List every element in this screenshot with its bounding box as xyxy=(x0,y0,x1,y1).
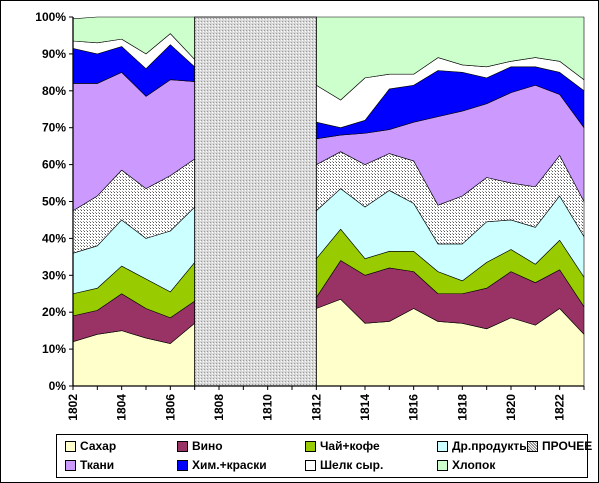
legend-label: Сахар xyxy=(80,439,117,453)
y-tick-label: 0% xyxy=(49,379,67,393)
y-tick-label: 20% xyxy=(42,305,66,319)
legend-swatch xyxy=(527,440,538,452)
legend-label: Вино xyxy=(192,439,223,453)
y-tick-label: 90% xyxy=(42,47,66,61)
data-gap-block xyxy=(194,16,317,387)
legend-label: Хлопок xyxy=(452,458,496,472)
legend-item: Др.продукты xyxy=(437,438,530,454)
legend-item: Ткани xyxy=(65,457,114,473)
x-tick-label: 1816 xyxy=(407,394,421,421)
x-tick-label: 1812 xyxy=(309,394,323,421)
legend-swatch xyxy=(305,440,316,452)
x-tick-label: 1806 xyxy=(163,394,177,421)
x-tick-label: 1820 xyxy=(504,394,518,421)
y-tick-label: 50% xyxy=(42,195,66,209)
legend-swatch xyxy=(65,440,76,452)
legend-swatch xyxy=(177,459,188,471)
legend: Сахар Вино Чай+кофе Др.продукты ПРОЧЕЕ Ткани Х… xyxy=(56,434,592,478)
legend-swatch xyxy=(305,459,316,471)
y-tick-label: 40% xyxy=(42,231,66,245)
x-tick-label: 1804 xyxy=(115,394,129,421)
y-tick-label: 70% xyxy=(42,121,66,135)
legend-item: Хим.+краски xyxy=(177,457,267,473)
legend-label: Ткани xyxy=(80,458,115,472)
legend-label: Шелк сыр. xyxy=(320,458,384,472)
legend-item: Шелк сыр. xyxy=(305,457,383,473)
legend-label: ПРОЧЕЕ xyxy=(542,439,593,453)
legend-label: Хим.+краски xyxy=(192,458,267,472)
y-tick-label: 60% xyxy=(42,158,66,172)
x-tick-label: 1814 xyxy=(358,394,372,421)
y-tick-label: 30% xyxy=(42,268,66,282)
legend-item: Хлопок xyxy=(437,457,495,473)
legend-item: Сахар xyxy=(65,438,116,454)
legend-swatch xyxy=(177,440,188,452)
legend-item: ПРОЧЕЕ xyxy=(527,438,592,454)
legend-label: Чай+кофе xyxy=(320,439,380,453)
x-tick-label: 1822 xyxy=(553,394,567,421)
x-tick-label: 1810 xyxy=(261,394,275,421)
legend-swatch xyxy=(437,459,448,471)
legend-swatch xyxy=(65,459,76,471)
x-tick-label: 1818 xyxy=(455,394,469,421)
legend-label: Др.продукты xyxy=(452,439,530,453)
y-tick-label: 10% xyxy=(42,342,66,356)
y-tick-label: 100% xyxy=(35,10,66,24)
y-tick-label: 80% xyxy=(42,84,66,98)
area-series-8-segment-2 xyxy=(316,16,585,101)
legend-item: Чай+кофе xyxy=(305,438,380,454)
x-tick-label: 1808 xyxy=(212,394,226,421)
legend-swatch xyxy=(437,440,448,452)
x-tick-label: 1802 xyxy=(66,394,80,421)
legend-item: Вино xyxy=(177,438,223,454)
